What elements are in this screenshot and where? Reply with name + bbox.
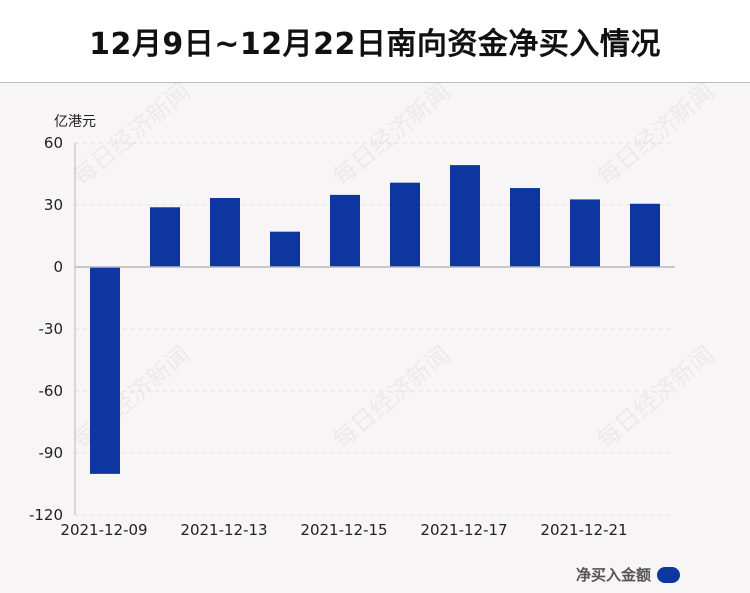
y-tick-label: 0 [53,258,63,276]
grid-lines [75,142,675,516]
x-tick-label: 2021-12-17 [420,521,507,539]
y-tick-label: -60 [39,382,64,400]
bar-2021-12-15 [330,194,360,267]
bar-2021-12-16 [390,182,420,267]
bar-2021-12-17 [450,165,480,267]
bar-2021-12-20 [510,188,540,267]
legend-swatch [657,566,681,583]
y-tick-label: -30 [39,320,64,338]
bar-2021-12-09 [90,267,120,474]
bar-2021-12-10 [150,207,180,267]
legend-label: 净买入金额 [576,566,652,584]
bar-2021-12-22 [630,203,660,267]
bars [90,165,660,474]
y-tick-label: -120 [29,506,63,524]
x-tick-label: 2021-12-21 [540,521,627,539]
bar-2021-12-14 [270,231,300,267]
x-tick-labels: 2021-12-09 2021-12-13 2021-12-15 2021-12-17… [60,521,627,539]
chart-title: 12月9日~12月22日南向资金净买入情况 [89,27,661,62]
title-bar: 12月9日~12月22日南向资金净买入情况 [0,0,750,83]
y-tick-label: -90 [39,444,64,462]
x-tick-label: 2021-12-13 [180,521,267,539]
y-tick-label: 30 [44,196,63,214]
legend: 净买入金额 [576,564,681,585]
y-tick-label: 60 [44,134,63,152]
x-tick-label: 2021-12-09 [60,521,147,539]
x-tick-label: 2021-12-15 [300,521,387,539]
axes [74,143,675,515]
y-tick-labels: 60 30 0 -30 -60 -90 -120 [29,134,63,524]
bar-2021-12-21 [570,199,600,267]
bar-2021-12-13 [210,197,240,267]
y-axis-unit-label: 亿港元 [54,114,96,130]
